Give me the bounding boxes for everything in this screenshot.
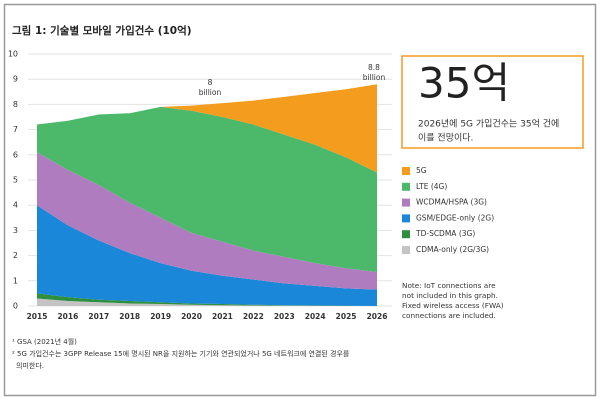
area — [37, 106, 377, 272]
footnote: ¹ GSA (2021년 4월) — [12, 337, 77, 346]
chart-title: 그림 1: 기술별 모바일 가입건수 (10억) — [12, 24, 192, 37]
annotation: billion — [199, 88, 222, 97]
x-tick-label: 2017 — [88, 312, 109, 321]
area — [37, 152, 377, 290]
note: connections are included. — [402, 311, 496, 320]
y-tick-label: 0 — [13, 302, 18, 311]
legend-swatch — [402, 230, 410, 239]
y-tick-label: 7 — [13, 125, 18, 134]
callout-box — [401, 55, 584, 149]
x-tick-label: 2022 — [243, 312, 264, 321]
y-tick-label: 8 — [13, 100, 18, 109]
area — [37, 293, 377, 306]
note: Note: IoT connections are — [402, 281, 496, 290]
y-tick-label: 9 — [13, 75, 18, 84]
legend-label: GSM/EDGE-only (2G) — [416, 213, 494, 222]
footnote: ² 5G 가입건수는 3GPP Release 15에 명시된 NR을 지원하는… — [12, 349, 350, 358]
y-tick-label: 1 — [13, 276, 18, 285]
annotation: 8.8 — [368, 63, 380, 72]
footnote: 의미한다. — [16, 361, 44, 370]
legend-swatch — [402, 214, 410, 223]
annotation: 8 — [208, 78, 213, 87]
y-tick-label: 5 — [13, 176, 18, 185]
legend-swatch — [402, 198, 410, 207]
legend-swatch — [402, 167, 410, 175]
legend-swatch — [402, 182, 410, 191]
area — [37, 205, 377, 306]
callout-text: 2026년에 5G 가입건수는 35억 건에 — [418, 118, 559, 130]
x-tick-label: 2023 — [274, 312, 295, 321]
legend-swatch — [402, 246, 410, 254]
legend-label: CDMA-only (2G/3G) — [416, 245, 489, 254]
callout-headline: 35억 — [418, 59, 510, 108]
area — [37, 84, 377, 173]
callout-text: 이를 전망이다. — [418, 133, 473, 144]
y-tick-label: 4 — [13, 201, 18, 210]
x-tick-label: 2016 — [57, 312, 78, 321]
legend-label: 5G — [416, 166, 427, 175]
legend-label: TD-SCDMA (3G) — [415, 229, 475, 238]
note: Fixed wireless access (FWA) — [402, 301, 504, 310]
note: not included in this graph. — [402, 291, 498, 300]
x-tick-label: 2015 — [27, 312, 48, 321]
area — [37, 298, 377, 306]
x-tick-label: 2018 — [119, 312, 140, 321]
x-tick-label: 2020 — [181, 312, 202, 321]
legend-label: WCDMA/HSPA (3G) — [416, 198, 487, 207]
annotation: billion — [363, 73, 386, 82]
y-tick-label: 6 — [13, 150, 18, 159]
y-tick-label: 2 — [13, 251, 18, 260]
y-tick-label: 3 — [13, 226, 18, 235]
x-tick-label: 2019 — [150, 312, 171, 321]
x-tick-label: 2026 — [367, 312, 388, 321]
x-tick-label: 2024 — [305, 312, 326, 321]
x-tick-label: 2021 — [212, 312, 233, 321]
legend-label: LTE (4G) — [416, 182, 447, 191]
x-tick-label: 2025 — [336, 312, 357, 321]
y-tick-label: 10 — [8, 50, 18, 59]
